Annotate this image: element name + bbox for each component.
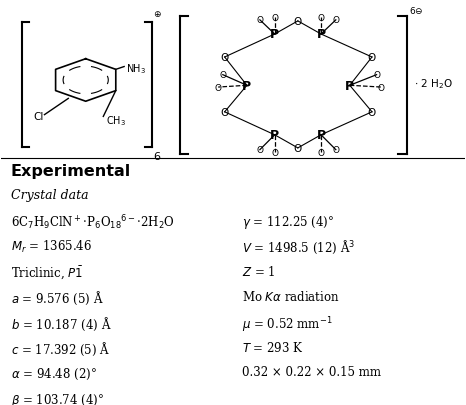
Text: $M_r$ = 1365.46: $M_r$ = 1365.46 <box>11 239 92 255</box>
Text: $\gamma$ = 112.25 (4)°: $\gamma$ = 112.25 (4)° <box>242 213 335 230</box>
Text: $\mu$ = 0.52 mm$^{-1}$: $\mu$ = 0.52 mm$^{-1}$ <box>242 315 333 334</box>
Text: $\beta$ = 103.74 (4)°: $\beta$ = 103.74 (4)° <box>11 391 104 405</box>
Text: P: P <box>270 28 279 41</box>
Text: $V$ = 1498.5 (12) Å$^3$: $V$ = 1498.5 (12) Å$^3$ <box>242 239 356 256</box>
Text: P: P <box>270 129 279 142</box>
Text: $c$ = 17.392 (5) Å: $c$ = 17.392 (5) Å <box>11 340 110 357</box>
Text: O: O <box>220 53 229 63</box>
Text: O: O <box>368 108 376 117</box>
Text: O: O <box>220 108 229 117</box>
Text: O: O <box>256 146 263 155</box>
Text: Triclinic, $P\bar{1}$: Triclinic, $P\bar{1}$ <box>11 264 83 281</box>
Text: P: P <box>316 28 326 41</box>
Text: $b$ = 10.187 (4) Å: $b$ = 10.187 (4) Å <box>11 315 111 332</box>
Text: P: P <box>242 80 252 93</box>
Text: O: O <box>215 83 222 92</box>
Text: 0.32 × 0.22 × 0.15 mm: 0.32 × 0.22 × 0.15 mm <box>242 366 381 379</box>
Text: O: O <box>294 17 302 27</box>
Text: $\oplus$: $\oplus$ <box>153 9 162 19</box>
Text: O: O <box>271 14 278 23</box>
Text: $a$ = 9.576 (5) Å: $a$ = 9.576 (5) Å <box>11 289 103 306</box>
Text: NH$_3$: NH$_3$ <box>126 62 147 76</box>
Text: 6: 6 <box>153 151 160 161</box>
Text: O: O <box>317 149 324 158</box>
Text: P: P <box>345 80 354 93</box>
Text: P: P <box>316 129 326 142</box>
Text: O: O <box>219 71 226 80</box>
Text: 6C$_7$H$_9$ClN$^+$·P$_6$O$_{18}$$^{6-}$·2H$_2$O: 6C$_7$H$_9$ClN$^+$·P$_6$O$_{18}$$^{6-}$·… <box>11 213 174 232</box>
Text: O: O <box>256 16 263 25</box>
Text: $\alpha$ = 94.48 (2)°: $\alpha$ = 94.48 (2)° <box>11 366 96 381</box>
Text: O: O <box>332 16 339 25</box>
Text: O: O <box>368 53 376 63</box>
Text: 6$\ominus$: 6$\ominus$ <box>409 4 424 15</box>
Text: $T$ = 293 K: $T$ = 293 K <box>242 340 304 354</box>
Text: O: O <box>373 71 380 80</box>
Text: $Z$ = 1: $Z$ = 1 <box>242 264 276 278</box>
Text: Cl: Cl <box>33 112 43 122</box>
Text: $\cdot$ 2 H$_2$O: $\cdot$ 2 H$_2$O <box>414 77 452 91</box>
Text: Experimental: Experimental <box>11 164 131 179</box>
Text: O: O <box>271 149 278 158</box>
Text: O: O <box>378 83 385 92</box>
Text: CH$_3$: CH$_3$ <box>106 114 126 128</box>
Text: O: O <box>317 14 324 23</box>
Text: Mo $K\alpha$ radiation: Mo $K\alpha$ radiation <box>242 289 340 303</box>
Text: O: O <box>332 146 339 155</box>
Text: O: O <box>294 143 302 153</box>
Text: Crystal data: Crystal data <box>11 188 88 201</box>
